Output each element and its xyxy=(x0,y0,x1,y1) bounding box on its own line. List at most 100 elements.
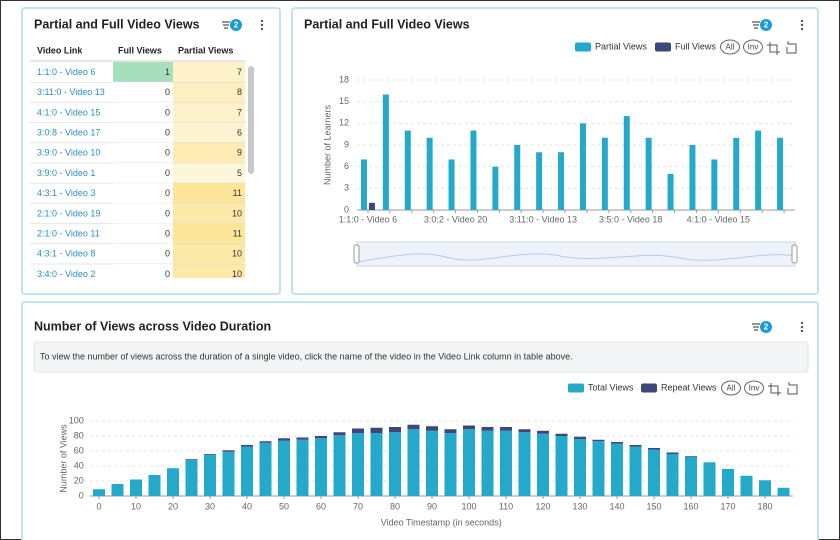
bar[interactable] xyxy=(733,137,740,210)
bar-segment[interactable] xyxy=(315,436,327,439)
bar-segment[interactable] xyxy=(555,433,568,436)
bar-segment[interactable] xyxy=(463,429,475,496)
bar-segment[interactable] xyxy=(222,451,235,496)
bar-segment[interactable] xyxy=(241,445,253,447)
reset-icon[interactable] xyxy=(787,382,798,395)
video-link[interactable]: 2:1:0 - Video 19 xyxy=(37,208,100,218)
zoom-slider[interactable] xyxy=(353,241,798,267)
bar-segment[interactable] xyxy=(592,439,605,442)
button[interactable] xyxy=(743,39,763,55)
bar[interactable] xyxy=(645,137,652,210)
crop-icon[interactable] xyxy=(768,383,781,396)
bar-segment[interactable] xyxy=(259,441,272,443)
bar-segment[interactable] xyxy=(759,480,771,496)
legend-swatch[interactable] xyxy=(655,42,671,52)
bar-segment[interactable] xyxy=(444,429,457,433)
bar-segment[interactable] xyxy=(555,436,568,496)
bar-segment[interactable] xyxy=(648,448,660,450)
bar-segment[interactable] xyxy=(463,425,475,430)
legend-swatch[interactable] xyxy=(575,42,591,52)
bar[interactable] xyxy=(579,123,586,210)
scrollbar[interactable] xyxy=(248,66,254,174)
bar-segment[interactable] xyxy=(426,430,438,496)
bar-segment[interactable] xyxy=(629,446,642,497)
bar[interactable] xyxy=(492,166,499,210)
bar[interactable] xyxy=(426,137,433,210)
menu-dot[interactable] xyxy=(260,23,264,27)
bar-segment[interactable] xyxy=(296,439,309,496)
bar[interactable] xyxy=(689,145,696,210)
bar-segment[interactable] xyxy=(574,439,586,496)
bar[interactable] xyxy=(711,159,718,210)
bar-segment[interactable] xyxy=(537,433,549,496)
bar-segment[interactable] xyxy=(685,456,697,457)
bar-segment[interactable] xyxy=(315,438,327,496)
button[interactable] xyxy=(721,380,741,396)
video-link[interactable]: 4:3:1 - Video 8 xyxy=(37,249,95,259)
menu-dot[interactable] xyxy=(260,19,264,23)
bar-segment[interactable] xyxy=(574,436,586,439)
bar-segment[interactable] xyxy=(537,430,549,434)
bar-segment[interactable] xyxy=(241,446,253,497)
bar-segment[interactable] xyxy=(278,440,290,497)
bar-segment[interactable] xyxy=(518,432,531,496)
bar-segment[interactable] xyxy=(333,435,346,496)
video-link[interactable]: 3:9:0 - Video 10 xyxy=(37,148,100,158)
slider-handle[interactable] xyxy=(791,244,798,264)
menu-dot[interactable] xyxy=(800,325,804,329)
bar-segment[interactable] xyxy=(592,441,605,496)
bar-segment[interactable] xyxy=(740,475,753,496)
bar-segment[interactable] xyxy=(426,426,438,431)
video-link[interactable]: 1:1:0 - Video 6 xyxy=(37,67,95,77)
bar-segment[interactable] xyxy=(204,454,216,455)
video-link[interactable]: 4:3:1 - Video 3 xyxy=(37,188,95,198)
menu-dot[interactable] xyxy=(800,321,804,325)
bar[interactable] xyxy=(448,159,455,210)
bar[interactable] xyxy=(382,94,389,210)
bar-segment[interactable] xyxy=(500,430,512,496)
bar-segment[interactable] xyxy=(481,427,494,431)
bar-segment[interactable] xyxy=(611,442,623,444)
menu-dot[interactable] xyxy=(800,329,804,333)
crop-icon[interactable] xyxy=(767,42,780,55)
reset-icon[interactable] xyxy=(786,41,797,54)
bar-segment[interactable] xyxy=(352,428,364,434)
filter-icon[interactable] xyxy=(752,21,760,29)
legend-swatch[interactable] xyxy=(568,383,584,393)
bar[interactable] xyxy=(514,145,521,210)
button[interactable] xyxy=(720,39,740,55)
bar-segment[interactable] xyxy=(611,443,623,497)
bar[interactable] xyxy=(360,159,367,210)
legend-swatch[interactable] xyxy=(641,383,657,393)
bar[interactable] xyxy=(777,137,784,210)
bar[interactable] xyxy=(368,202,375,210)
bar-segment[interactable] xyxy=(500,427,512,431)
bar-segment[interactable] xyxy=(370,433,383,496)
bar-segment[interactable] xyxy=(185,460,198,496)
bar-segment[interactable] xyxy=(722,469,734,496)
menu-dot[interactable] xyxy=(800,27,804,31)
bar-segment[interactable] xyxy=(370,427,383,433)
bar[interactable] xyxy=(558,152,565,210)
bar-segment[interactable] xyxy=(204,454,216,496)
bar-segment[interactable] xyxy=(296,437,309,440)
filter-icon[interactable] xyxy=(752,323,760,331)
menu-dot[interactable] xyxy=(260,27,264,31)
bar[interactable] xyxy=(470,130,477,210)
bar-segment[interactable] xyxy=(352,433,364,496)
slider-handle[interactable] xyxy=(353,244,360,264)
bar-segment[interactable] xyxy=(666,452,679,455)
bar-segment[interactable] xyxy=(685,457,697,496)
bar-segment[interactable] xyxy=(259,442,272,496)
menu-dot[interactable] xyxy=(800,23,804,27)
bar[interactable] xyxy=(667,173,674,210)
bar-segment[interactable] xyxy=(407,429,420,496)
bar-segment[interactable] xyxy=(444,433,457,496)
bar[interactable] xyxy=(623,116,630,210)
bar[interactable] xyxy=(536,152,543,210)
bar-segment[interactable] xyxy=(148,475,161,496)
video-link[interactable]: 3:4:0 - Video 2 xyxy=(37,269,95,279)
bar-segment[interactable] xyxy=(648,449,660,497)
bar-segment[interactable] xyxy=(703,462,716,496)
bar[interactable] xyxy=(601,137,608,210)
